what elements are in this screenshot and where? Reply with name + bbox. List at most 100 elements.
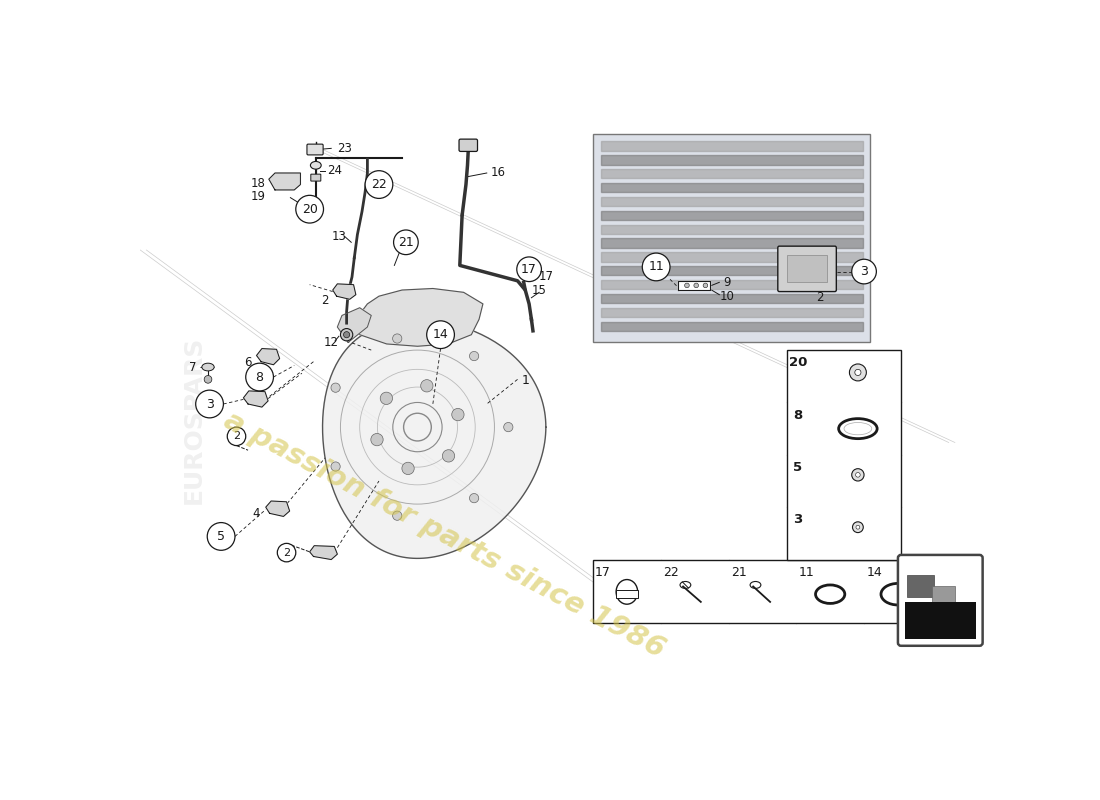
Circle shape bbox=[855, 370, 861, 375]
Text: 8: 8 bbox=[793, 409, 803, 422]
Text: 24: 24 bbox=[327, 164, 342, 177]
Circle shape bbox=[684, 283, 690, 288]
Text: 20: 20 bbox=[789, 356, 807, 370]
Circle shape bbox=[442, 450, 454, 462]
FancyBboxPatch shape bbox=[898, 555, 982, 646]
Text: 8: 8 bbox=[255, 370, 264, 383]
Bar bbox=[593, 134, 870, 342]
Polygon shape bbox=[256, 349, 279, 365]
Circle shape bbox=[856, 473, 860, 477]
Circle shape bbox=[851, 469, 865, 481]
Text: 22: 22 bbox=[371, 178, 387, 191]
Polygon shape bbox=[601, 294, 862, 303]
Text: EUROSPARS: EUROSPARS bbox=[183, 335, 206, 503]
Text: 20: 20 bbox=[301, 202, 318, 216]
Ellipse shape bbox=[202, 363, 215, 371]
Bar bbox=[616, 590, 638, 598]
Polygon shape bbox=[601, 252, 862, 262]
Text: 12: 12 bbox=[323, 336, 339, 349]
Text: 22: 22 bbox=[663, 566, 679, 578]
Text: 13: 13 bbox=[331, 230, 346, 242]
Text: 2: 2 bbox=[815, 291, 823, 304]
Text: 3: 3 bbox=[793, 514, 803, 526]
Text: 15: 15 bbox=[531, 283, 547, 297]
Text: 17: 17 bbox=[595, 566, 610, 578]
Circle shape bbox=[205, 375, 212, 383]
Circle shape bbox=[642, 253, 670, 281]
Bar bbox=[932, 586, 955, 602]
Text: 17: 17 bbox=[521, 262, 537, 276]
Circle shape bbox=[277, 543, 296, 562]
Text: 3: 3 bbox=[206, 398, 213, 410]
Polygon shape bbox=[601, 266, 862, 275]
Circle shape bbox=[393, 334, 402, 343]
Polygon shape bbox=[601, 280, 862, 290]
FancyBboxPatch shape bbox=[459, 139, 477, 151]
Text: 16: 16 bbox=[491, 166, 506, 179]
Text: a passion for parts since 1986: a passion for parts since 1986 bbox=[219, 406, 670, 663]
Polygon shape bbox=[601, 142, 862, 150]
Circle shape bbox=[849, 364, 867, 381]
Polygon shape bbox=[268, 173, 300, 190]
Circle shape bbox=[296, 195, 323, 223]
Polygon shape bbox=[266, 501, 289, 517]
Text: 300 02: 300 02 bbox=[903, 610, 977, 628]
Circle shape bbox=[703, 283, 707, 288]
Circle shape bbox=[381, 392, 393, 405]
Bar bbox=[788, 255, 827, 282]
Ellipse shape bbox=[310, 162, 321, 169]
Polygon shape bbox=[243, 391, 268, 407]
Circle shape bbox=[452, 409, 464, 421]
Bar bbox=[593, 560, 932, 623]
Text: 17: 17 bbox=[539, 270, 553, 283]
Polygon shape bbox=[310, 546, 338, 559]
Polygon shape bbox=[332, 284, 356, 299]
Text: 3: 3 bbox=[860, 265, 868, 278]
Polygon shape bbox=[601, 210, 862, 220]
Circle shape bbox=[427, 321, 454, 349]
Circle shape bbox=[365, 170, 393, 198]
Text: 10: 10 bbox=[719, 290, 735, 302]
Text: 19: 19 bbox=[251, 190, 265, 202]
Circle shape bbox=[470, 494, 478, 502]
Circle shape bbox=[228, 427, 245, 446]
Circle shape bbox=[393, 511, 402, 520]
Text: 9: 9 bbox=[723, 276, 730, 289]
Circle shape bbox=[851, 259, 877, 284]
Text: 18: 18 bbox=[251, 178, 265, 190]
Circle shape bbox=[694, 283, 698, 288]
Text: 7: 7 bbox=[189, 361, 197, 374]
Circle shape bbox=[341, 329, 353, 341]
Text: 23: 23 bbox=[337, 142, 352, 155]
Polygon shape bbox=[601, 169, 862, 178]
Circle shape bbox=[371, 434, 383, 446]
Polygon shape bbox=[601, 225, 862, 234]
Polygon shape bbox=[354, 289, 483, 346]
Circle shape bbox=[196, 390, 223, 418]
FancyBboxPatch shape bbox=[307, 144, 323, 155]
Polygon shape bbox=[338, 308, 372, 342]
Polygon shape bbox=[601, 183, 862, 192]
Text: 2: 2 bbox=[233, 431, 240, 442]
Text: 2: 2 bbox=[321, 294, 329, 306]
Polygon shape bbox=[678, 281, 711, 290]
Text: 1: 1 bbox=[521, 374, 529, 387]
Bar bbox=[908, 575, 934, 597]
Circle shape bbox=[394, 230, 418, 254]
Text: 2: 2 bbox=[283, 548, 290, 558]
Circle shape bbox=[331, 462, 340, 471]
Text: 11: 11 bbox=[799, 566, 814, 578]
Circle shape bbox=[504, 422, 513, 432]
Circle shape bbox=[331, 383, 340, 392]
Text: 11: 11 bbox=[648, 261, 664, 274]
FancyBboxPatch shape bbox=[778, 246, 836, 291]
Text: 21: 21 bbox=[730, 566, 747, 578]
Circle shape bbox=[856, 526, 860, 529]
FancyBboxPatch shape bbox=[311, 174, 321, 181]
Circle shape bbox=[343, 332, 350, 338]
Circle shape bbox=[470, 351, 478, 361]
Polygon shape bbox=[601, 308, 862, 317]
Circle shape bbox=[420, 380, 433, 392]
Polygon shape bbox=[601, 238, 862, 248]
Text: 6: 6 bbox=[244, 356, 252, 369]
